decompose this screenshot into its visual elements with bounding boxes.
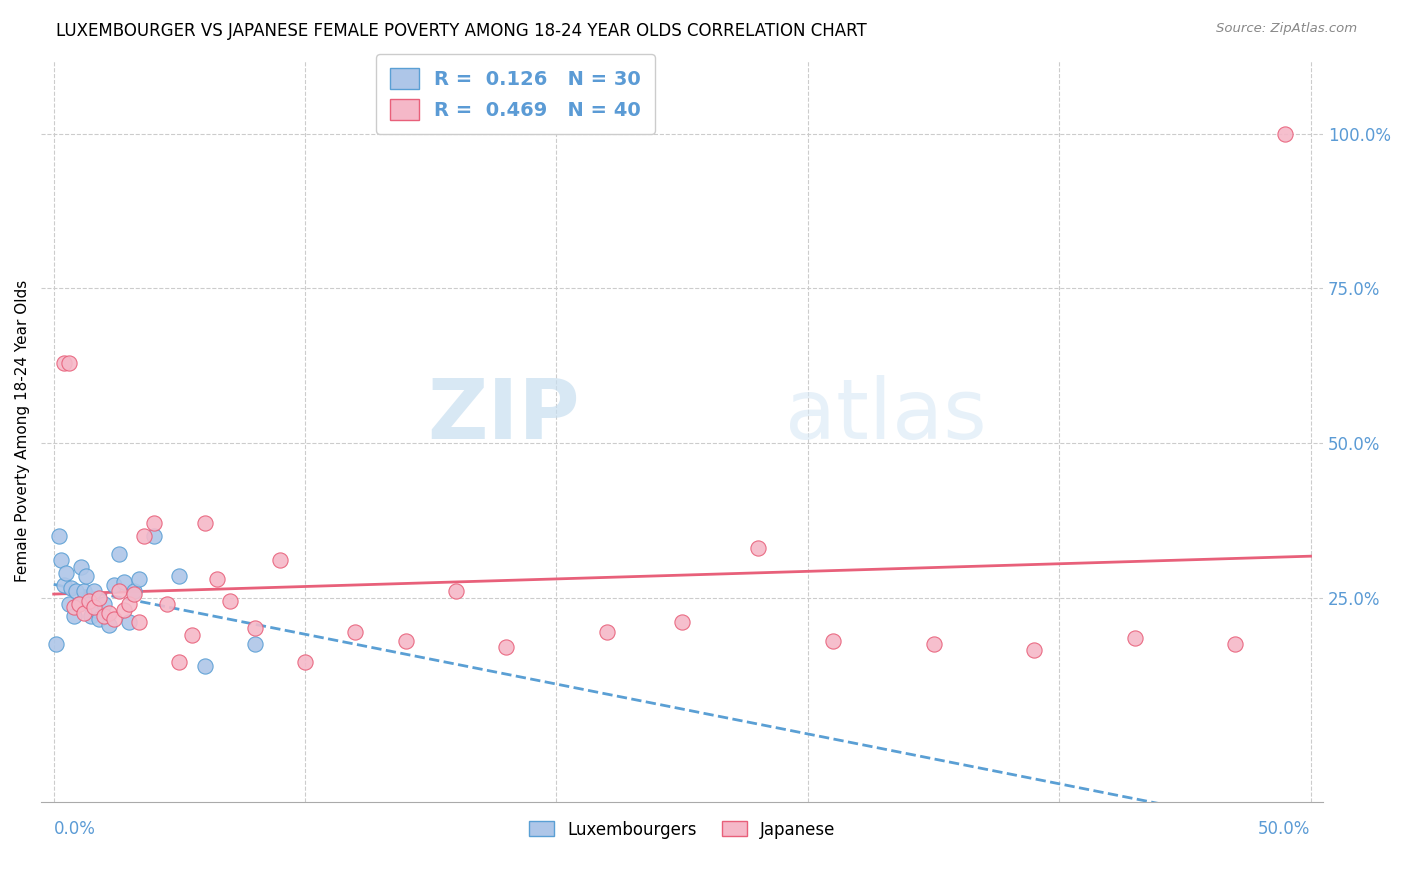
Point bbox=[269, 553, 291, 567]
Point bbox=[344, 624, 367, 639]
Point bbox=[73, 606, 96, 620]
Point bbox=[112, 603, 135, 617]
Point bbox=[495, 640, 517, 654]
Point bbox=[103, 578, 125, 592]
Point bbox=[52, 355, 75, 369]
Point bbox=[596, 624, 619, 639]
Point bbox=[52, 578, 75, 592]
Point bbox=[444, 584, 467, 599]
Text: 50.0%: 50.0% bbox=[1258, 820, 1310, 838]
Point bbox=[93, 597, 115, 611]
Point bbox=[1223, 637, 1246, 651]
Point bbox=[243, 622, 266, 636]
Text: atlas: atlas bbox=[785, 376, 987, 456]
Point bbox=[80, 609, 103, 624]
Point bbox=[60, 581, 83, 595]
Point bbox=[98, 606, 121, 620]
Point bbox=[122, 584, 145, 599]
Point bbox=[128, 572, 150, 586]
Point bbox=[98, 618, 121, 632]
Point bbox=[205, 572, 228, 586]
Point bbox=[143, 529, 166, 543]
Point bbox=[118, 615, 141, 630]
Point bbox=[58, 597, 80, 611]
Point bbox=[128, 615, 150, 630]
Text: 0.0%: 0.0% bbox=[53, 820, 96, 838]
Point bbox=[67, 597, 90, 611]
Point bbox=[922, 637, 945, 651]
Point bbox=[48, 529, 70, 543]
Point bbox=[75, 569, 97, 583]
Point bbox=[83, 584, 105, 599]
Point bbox=[70, 559, 93, 574]
Point bbox=[1123, 631, 1146, 645]
Point bbox=[1022, 643, 1045, 657]
Point bbox=[83, 599, 105, 614]
Point bbox=[143, 516, 166, 531]
Point bbox=[67, 597, 90, 611]
Point bbox=[108, 584, 131, 599]
Point bbox=[294, 656, 316, 670]
Point bbox=[394, 633, 416, 648]
Point bbox=[118, 597, 141, 611]
Point bbox=[193, 516, 215, 531]
Point bbox=[58, 355, 80, 369]
Point bbox=[1274, 127, 1296, 141]
Point bbox=[62, 609, 84, 624]
Point bbox=[122, 587, 145, 601]
Point bbox=[45, 637, 67, 651]
Point bbox=[112, 575, 135, 590]
Text: LUXEMBOURGER VS JAPANESE FEMALE POVERTY AMONG 18-24 YEAR OLDS CORRELATION CHART: LUXEMBOURGER VS JAPANESE FEMALE POVERTY … bbox=[56, 22, 868, 40]
Point bbox=[169, 656, 191, 670]
Point bbox=[243, 637, 266, 651]
Point bbox=[671, 615, 693, 630]
Point bbox=[134, 529, 156, 543]
Point bbox=[73, 584, 96, 599]
Point bbox=[218, 593, 240, 607]
Point bbox=[77, 593, 100, 607]
Point bbox=[62, 599, 84, 614]
Point bbox=[86, 603, 108, 617]
Y-axis label: Female Poverty Among 18-24 Year Olds: Female Poverty Among 18-24 Year Olds bbox=[15, 279, 30, 582]
Point bbox=[169, 569, 191, 583]
Point bbox=[747, 541, 769, 555]
Point bbox=[77, 597, 100, 611]
Point bbox=[181, 627, 204, 641]
Point bbox=[55, 566, 77, 580]
Point bbox=[87, 612, 110, 626]
Point bbox=[108, 547, 131, 561]
Point bbox=[193, 658, 215, 673]
Point bbox=[87, 591, 110, 605]
Point bbox=[93, 609, 115, 624]
Point bbox=[821, 633, 844, 648]
Point bbox=[103, 612, 125, 626]
Text: ZIP: ZIP bbox=[427, 376, 579, 456]
Point bbox=[51, 553, 73, 567]
Point bbox=[65, 584, 87, 599]
Text: Source: ZipAtlas.com: Source: ZipAtlas.com bbox=[1216, 22, 1357, 36]
Legend: Luxembourgers, Japanese: Luxembourgers, Japanese bbox=[522, 814, 842, 846]
Point bbox=[156, 597, 179, 611]
